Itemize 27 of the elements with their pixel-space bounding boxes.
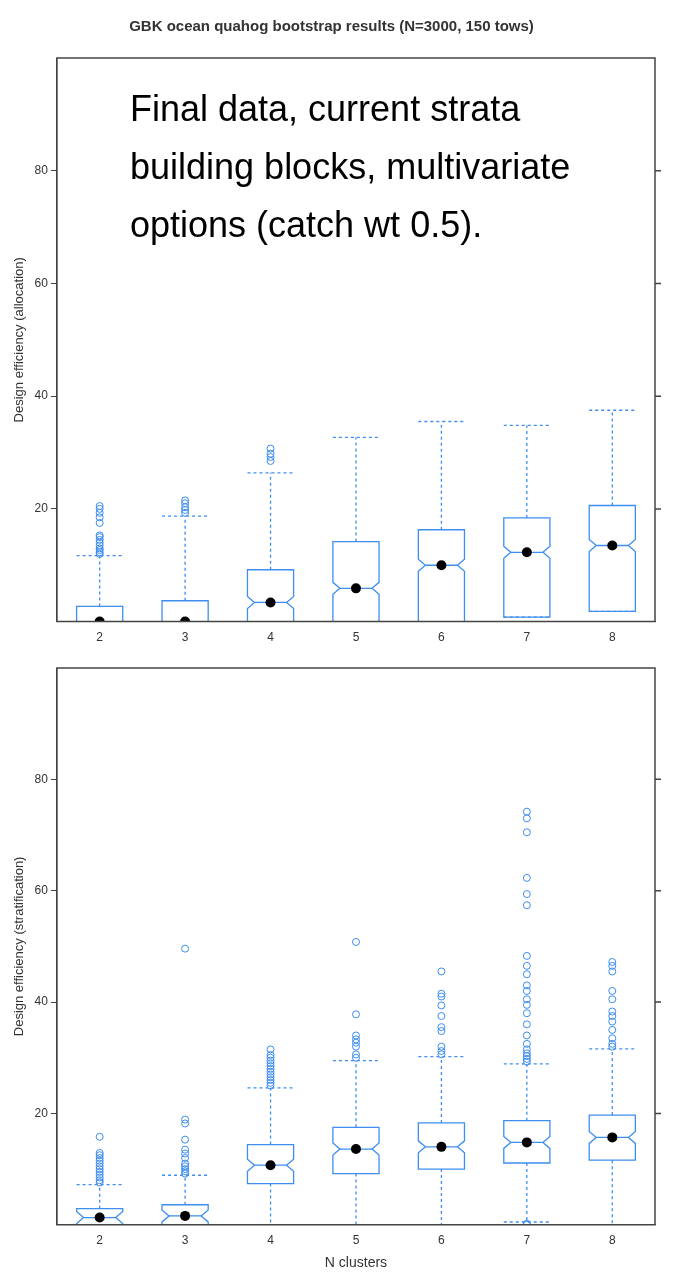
x-tick-label: 8 bbox=[608, 1233, 616, 1248]
y-axis-title: Design efficiency (allocation) bbox=[11, 257, 27, 423]
x-tick-label: 7 bbox=[523, 630, 531, 645]
y-tick-label: 20 bbox=[34, 501, 49, 516]
x-tick-label: 8 bbox=[608, 630, 616, 645]
y-tick-label: 80 bbox=[34, 163, 49, 178]
y-axis-title: Design efficiency (stratification) bbox=[11, 856, 27, 1037]
x-tick-label: 5 bbox=[352, 630, 360, 645]
x-axis-title: N clusters bbox=[324, 1254, 388, 1271]
x-tick-label: 4 bbox=[267, 1233, 275, 1248]
x-tick-label: 3 bbox=[181, 630, 189, 645]
y-tick-label: 60 bbox=[34, 275, 49, 290]
x-tick-label: 6 bbox=[438, 1233, 446, 1248]
chart-title: GBK ocean quahog bootstrap results (N=3000, 150 tows) bbox=[129, 17, 534, 35]
y-tick-label: 40 bbox=[34, 388, 49, 403]
annotation: Final data, current strata building blocks, multivariate options (catch wt 0.5). bbox=[130, 87, 572, 247]
x-tick-label: 7 bbox=[523, 1233, 531, 1248]
x-tick-label: 3 bbox=[181, 1233, 189, 1248]
x-tick-label: 5 bbox=[352, 1233, 360, 1248]
y-tick-label: 40 bbox=[34, 994, 49, 1009]
x-tick-label: 2 bbox=[96, 630, 104, 645]
x-tick-label: 4 bbox=[267, 630, 275, 645]
x-tick-label: 6 bbox=[438, 630, 446, 645]
y-tick-label: 80 bbox=[34, 771, 49, 786]
x-tick-label: 2 bbox=[96, 1233, 104, 1248]
y-tick-label: 20 bbox=[34, 1105, 49, 1120]
y-tick-label: 60 bbox=[34, 883, 49, 898]
